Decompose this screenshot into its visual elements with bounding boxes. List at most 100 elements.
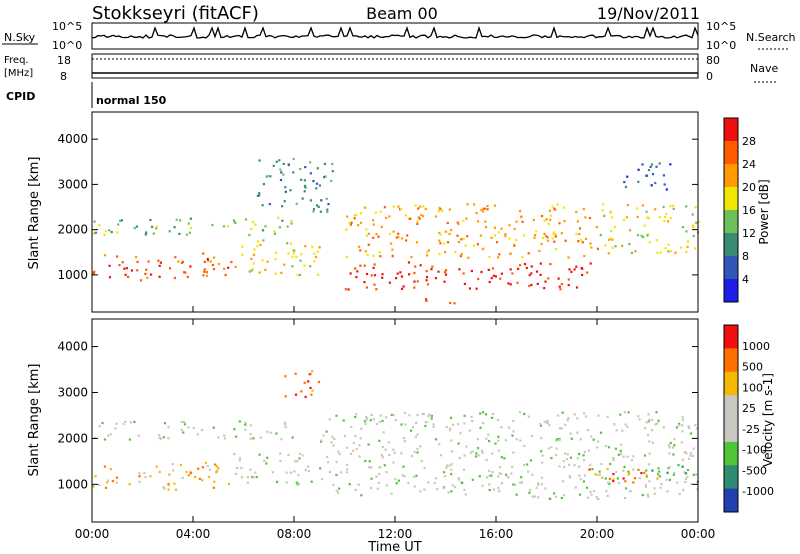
scatter-cell [355,448,358,451]
scatter-cell [439,242,442,245]
scatter-cell [332,483,335,486]
scatter-cell [295,481,298,484]
scatter-cell [560,283,563,286]
scatter-cell [419,445,422,448]
scatter-cell [367,243,370,246]
scatter-cell [226,225,229,228]
scatter-cell [277,216,280,219]
scatter-cell [586,496,589,499]
scatter-cell [413,475,416,478]
scatter-cell [596,497,599,501]
cpid-label: CPID [6,90,35,103]
scatter-cell [335,460,338,464]
scatter-cell [403,474,406,478]
scatter-cell [280,438,283,441]
scatter-cell [424,207,427,210]
scatter-cell [576,431,579,434]
colorbar-segment [724,210,738,234]
scatter-cell [163,487,166,490]
scatter-cell [555,447,558,450]
scatter-cell [320,439,323,442]
scatter-cell [644,485,647,488]
scatter-cell [408,414,411,417]
scatter-cell [279,168,282,171]
scatter-cell [463,422,466,425]
scatter-cell [528,274,531,277]
scatter-cell [623,465,626,469]
scatter-cell [499,466,502,469]
scatter-cell [261,204,264,207]
scatter-cell [104,230,107,233]
scatter-cell [495,241,499,244]
scatter-cell [621,244,624,247]
scatter-cell [403,440,406,443]
scatter-cell [563,466,566,469]
scatter-cell [183,423,187,426]
scatter-cell [444,269,448,272]
scatter-cell [548,209,551,212]
scatter-cell [628,229,632,232]
scatter-cell [388,454,391,457]
scatter-cell [367,443,370,446]
scatter-cell [311,246,314,249]
freq-panel [91,53,699,79]
colorbar-segment [724,488,738,513]
scatter-cell [421,413,424,416]
scatter-cell [511,272,514,275]
y-tick-label: 1000 [57,268,88,282]
scatter-cell [450,463,453,466]
scatter-cell [554,248,557,251]
scatter-cell [255,476,258,479]
scatter-cell [579,438,582,441]
scatter-cell [632,481,635,484]
scatter-cell [578,227,582,230]
scatter-cell [689,452,692,455]
scatter-cell [299,259,302,262]
scatter-cell [135,256,138,259]
scatter-cell [125,267,128,270]
scatter-cell [547,277,550,280]
scatter-cell [663,215,667,219]
scatter-cell [630,251,633,254]
scatter-cell [534,234,537,237]
scatter-cell [642,236,645,239]
scatter-cell [92,272,95,275]
scatter-cell [685,205,688,208]
scatter-cell [444,273,448,276]
scatter-cell [606,415,609,418]
scatter-cell [308,373,311,376]
scatter-cell [92,232,96,235]
scatter-cell [513,227,516,231]
scatter-cell [428,413,431,416]
scatter-cell [607,446,610,449]
scatter-cell [597,414,600,417]
scatter-cell [395,236,398,239]
scatter-cell [258,271,261,274]
colorbar-segment [724,233,738,257]
scatter-cell [646,493,649,496]
scatter-cell [659,486,662,489]
scatter-cell [252,476,255,479]
scatter-cell [262,183,265,186]
scatter-cell [411,426,415,429]
scatter-cell [575,265,578,268]
scatter-cell [303,179,306,182]
scatter-cell [320,478,324,481]
scatter-cell [463,282,466,285]
scatter-cell [205,271,208,274]
scatter-cell [168,230,171,233]
scatter-cell [673,438,676,441]
scatter-cell [546,236,549,239]
scatter-cell [272,164,275,167]
scatter-cell [214,463,217,466]
beam-title: Beam 00 [366,4,438,23]
scatter-cell [468,429,471,432]
scatter-cell [287,453,290,456]
scatter-cell [539,262,542,265]
scatter-cell [217,436,220,439]
scatter-cell [617,453,620,456]
velocity-y-label: Slant Range [km] [27,364,42,477]
scatter-cell [662,426,665,429]
scatter-cell [648,241,651,244]
scatter-cell [657,467,660,470]
